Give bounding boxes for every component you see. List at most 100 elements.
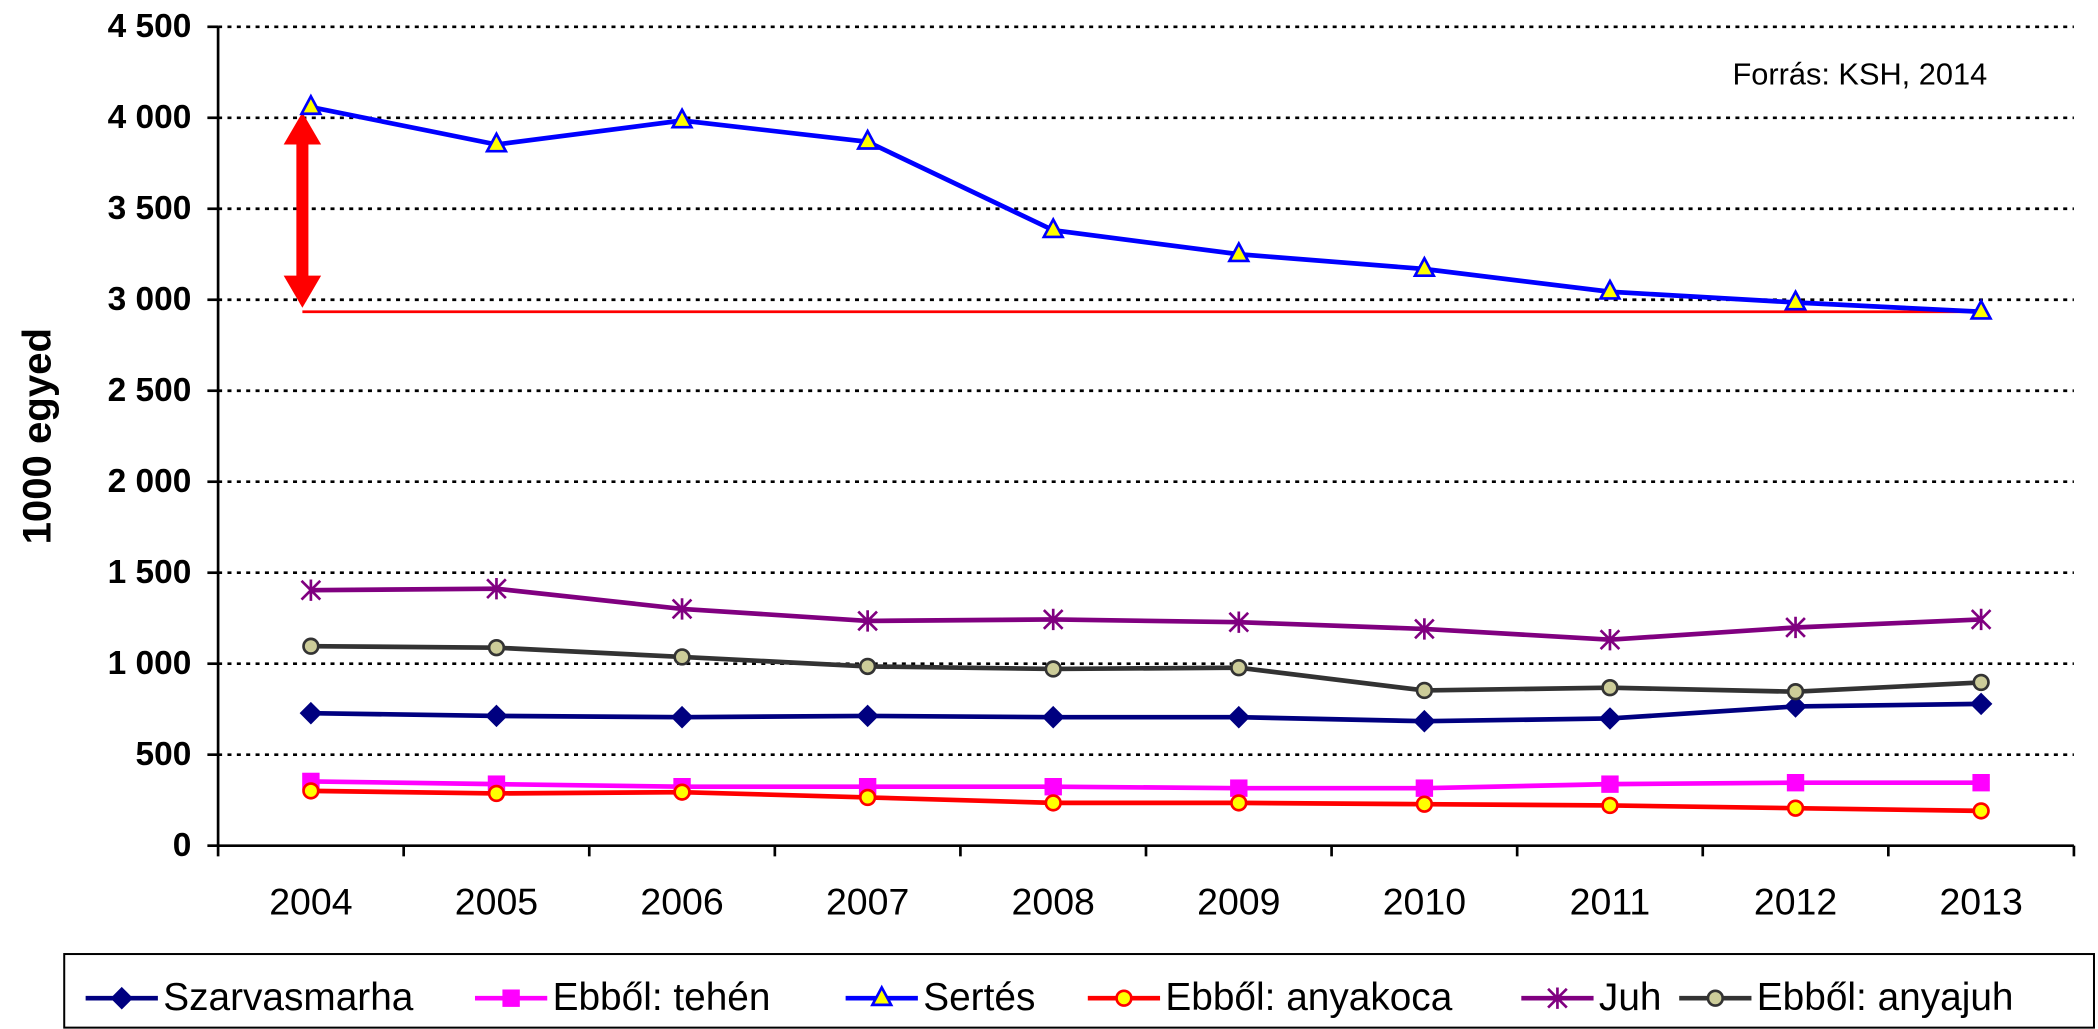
marker bbox=[1044, 660, 1062, 678]
legend-item: Szarvasmarha bbox=[85, 976, 414, 1019]
marker bbox=[484, 131, 509, 153]
series-line bbox=[310, 779, 1982, 791]
y-tick-label: 0 bbox=[173, 827, 192, 864]
legend-item: Sertés bbox=[845, 976, 1035, 1019]
marker bbox=[1115, 989, 1133, 1007]
x-tick-label: 2013 bbox=[1939, 880, 2022, 922]
x-tick-label: 2005 bbox=[455, 880, 538, 922]
marker bbox=[1972, 773, 1990, 792]
marker bbox=[1230, 794, 1248, 812]
y-tick-label: 1 500 bbox=[108, 554, 192, 591]
y-tick-label: 2 500 bbox=[108, 372, 192, 409]
marker bbox=[673, 783, 691, 801]
marker bbox=[487, 784, 506, 803]
marker bbox=[1786, 799, 1805, 817]
legend-label: Ebből: anyakoca bbox=[1165, 976, 1452, 1019]
x-tick-label: 2011 bbox=[1570, 880, 1651, 922]
marker bbox=[1785, 616, 1806, 639]
legend-label: Ebből: tehén bbox=[553, 976, 771, 1019]
x-tick-label: 2012 bbox=[1754, 880, 1837, 922]
x-tick-label: 2008 bbox=[1012, 880, 1095, 922]
marker bbox=[502, 989, 520, 1007]
y-tick-label: 4 500 bbox=[108, 8, 192, 45]
series-line bbox=[310, 643, 1982, 695]
legend-label: Juh bbox=[1599, 976, 1662, 1019]
x-tick-label: 2009 bbox=[1197, 880, 1280, 922]
x-tick-label: 2007 bbox=[826, 880, 909, 922]
marker bbox=[670, 705, 694, 729]
marker bbox=[1044, 778, 1062, 796]
marker bbox=[1784, 695, 1807, 718]
marker bbox=[299, 701, 323, 725]
marker bbox=[1041, 705, 1065, 729]
marker bbox=[1041, 216, 1065, 239]
marker bbox=[673, 648, 691, 666]
marker bbox=[1230, 779, 1248, 797]
marker bbox=[1972, 673, 1990, 692]
marker bbox=[1972, 802, 1990, 820]
legend-item: Ebből: anyakoca bbox=[1087, 976, 1453, 1019]
marker bbox=[485, 704, 508, 728]
marker bbox=[1227, 705, 1251, 729]
marker bbox=[302, 637, 320, 655]
legend-item: Ebből: anyajuh bbox=[1679, 976, 2014, 1019]
marker bbox=[299, 93, 323, 116]
marker bbox=[1227, 240, 1251, 263]
marker bbox=[1969, 298, 1993, 320]
legend-item: Juh bbox=[1521, 976, 1661, 1019]
marker bbox=[1969, 692, 1993, 716]
marker bbox=[858, 788, 877, 807]
marker bbox=[1228, 611, 1250, 633]
series-line bbox=[310, 788, 1982, 814]
series-line bbox=[310, 701, 1982, 724]
marker bbox=[870, 984, 894, 1007]
legend-label: Ebből: anyajuh bbox=[1757, 976, 2014, 1019]
marker bbox=[300, 579, 322, 601]
legend-box bbox=[63, 953, 2095, 1029]
marker bbox=[1598, 278, 1622, 300]
marker bbox=[1601, 796, 1619, 815]
y-tick-label: 3 000 bbox=[108, 281, 192, 318]
marker bbox=[1415, 795, 1434, 813]
marker bbox=[1599, 628, 1621, 651]
arrow-head bbox=[283, 112, 322, 145]
marker bbox=[1415, 681, 1434, 700]
marker bbox=[1547, 987, 1568, 1009]
y-tick-label: 2 000 bbox=[108, 463, 192, 500]
marker bbox=[486, 578, 507, 600]
y-tick-label: 1 000 bbox=[108, 645, 192, 682]
difference-arrow bbox=[283, 112, 322, 308]
legend-label: Szarvasmarha bbox=[163, 976, 414, 1019]
marker bbox=[1786, 683, 1805, 701]
marker bbox=[1783, 288, 1808, 311]
y-tick-label: 4 000 bbox=[108, 99, 192, 136]
marker bbox=[858, 657, 877, 676]
marker bbox=[1706, 989, 1725, 1007]
marker bbox=[1230, 658, 1248, 677]
legend-label: Sertés bbox=[923, 976, 1035, 1019]
marker bbox=[856, 128, 880, 150]
series-line bbox=[310, 586, 1982, 643]
marker bbox=[1970, 608, 1992, 631]
marker bbox=[670, 106, 694, 129]
marker bbox=[1598, 707, 1622, 730]
series-line bbox=[310, 104, 1982, 315]
y-axis-label: 1000 egyed bbox=[15, 328, 60, 544]
marker bbox=[1601, 775, 1619, 793]
marker bbox=[1414, 618, 1435, 640]
marker bbox=[1601, 679, 1619, 697]
marker bbox=[302, 782, 320, 800]
marker bbox=[1042, 608, 1064, 631]
x-tick-label: 2010 bbox=[1383, 880, 1466, 922]
marker bbox=[1786, 773, 1805, 792]
legend-item: Ebből: tehén bbox=[474, 976, 771, 1019]
source-note: Forrás: KSH, 2014 bbox=[1732, 56, 1987, 91]
y-tick-label: 500 bbox=[136, 736, 192, 773]
marker bbox=[1044, 794, 1062, 812]
marker bbox=[1413, 709, 1436, 733]
y-tick-label: 3 500 bbox=[108, 190, 192, 227]
x-tick-label: 2006 bbox=[640, 880, 723, 922]
marker bbox=[487, 638, 506, 657]
marker bbox=[1415, 779, 1434, 797]
